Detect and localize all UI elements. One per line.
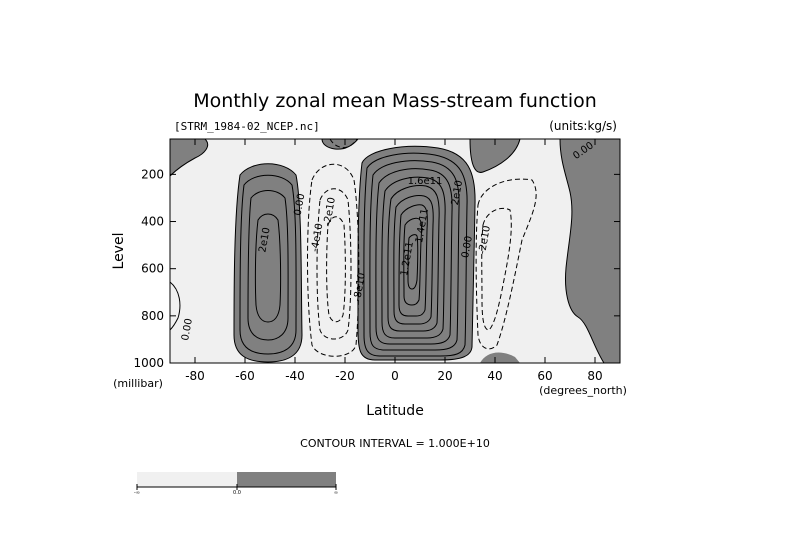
x-tick-label: -60 bbox=[235, 369, 255, 383]
colorbar-positive-swatch bbox=[237, 472, 336, 487]
contour-label: 0.00 bbox=[180, 318, 195, 342]
positive-region-top-left bbox=[170, 139, 208, 176]
y-tick-label: 600 bbox=[141, 262, 164, 276]
x-tick-label: 40 bbox=[487, 369, 502, 383]
y-axis: 200 400 600 800 1000 bbox=[133, 167, 620, 370]
contours-negative-left bbox=[307, 163, 360, 357]
positive-region-hadley-cell bbox=[357, 146, 476, 360]
x-tick-label: 80 bbox=[587, 369, 602, 383]
positive-region-right-edge bbox=[560, 139, 620, 363]
contour-label: -8e10 bbox=[352, 272, 368, 302]
colorbar-label-min: -∞ bbox=[134, 490, 140, 496]
y-axis-label: Level bbox=[111, 233, 127, 270]
contour-label: -2e10 bbox=[322, 196, 338, 226]
chart-subtitle-right: (units:kg/s) bbox=[549, 119, 617, 133]
colorbar: -∞ 0.0 ∞ bbox=[134, 472, 338, 496]
colorbar-label-max: ∞ bbox=[334, 490, 338, 496]
x-tick-label: 20 bbox=[437, 369, 452, 383]
positive-region-top-middle bbox=[322, 139, 358, 150]
contour-interval-note: CONTOUR INTERVAL = 1.000E+10 bbox=[300, 437, 490, 450]
x-axis: -80 -60 -40 -20 0 20 40 60 80 bbox=[185, 139, 603, 383]
contour-label: 2e10 bbox=[257, 227, 272, 254]
chart-subtitle-left: [STRM_1984-02_NCEP.nc] bbox=[174, 120, 320, 133]
positive-region-top-right bbox=[470, 139, 520, 173]
y-axis-unit: (millibar) bbox=[113, 377, 163, 390]
contours-negative-right bbox=[475, 178, 537, 350]
contour-label: -4e10 bbox=[310, 222, 326, 252]
x-tick-label: -80 bbox=[185, 369, 205, 383]
x-tick-label: -40 bbox=[285, 369, 305, 383]
x-tick-label: -20 bbox=[335, 369, 355, 383]
contour-label: 1.6e11 bbox=[408, 176, 443, 187]
contour-label: 2e10 bbox=[450, 179, 465, 206]
x-axis-unit: (degrees_north) bbox=[539, 384, 627, 397]
contours-sh-ferrel bbox=[239, 174, 297, 355]
positive-region-sh-ferrel bbox=[234, 163, 302, 362]
y-tick-label: 400 bbox=[141, 215, 164, 229]
x-tick-label: 0 bbox=[391, 369, 399, 383]
contour-label: 0.00 bbox=[460, 235, 475, 259]
colorbar-negative-swatch bbox=[137, 472, 237, 487]
x-tick-label: 60 bbox=[537, 369, 552, 383]
contours-hadley-cell bbox=[363, 152, 468, 357]
x-axis-label: Latitude bbox=[366, 403, 424, 419]
positive-region-bottom-right bbox=[480, 352, 520, 363]
colorbar-label-zero: 0.0 bbox=[233, 490, 241, 496]
contour-label: -2e10 bbox=[477, 225, 493, 255]
contours-zero-lines bbox=[170, 139, 605, 363]
y-tick-label: 200 bbox=[141, 167, 164, 181]
chart-title: Monthly zonal mean Mass-stream function bbox=[193, 90, 597, 112]
y-tick-label: 1000 bbox=[133, 356, 164, 370]
contour-label: 0.00 bbox=[293, 193, 308, 217]
y-tick-label: 800 bbox=[141, 309, 164, 323]
